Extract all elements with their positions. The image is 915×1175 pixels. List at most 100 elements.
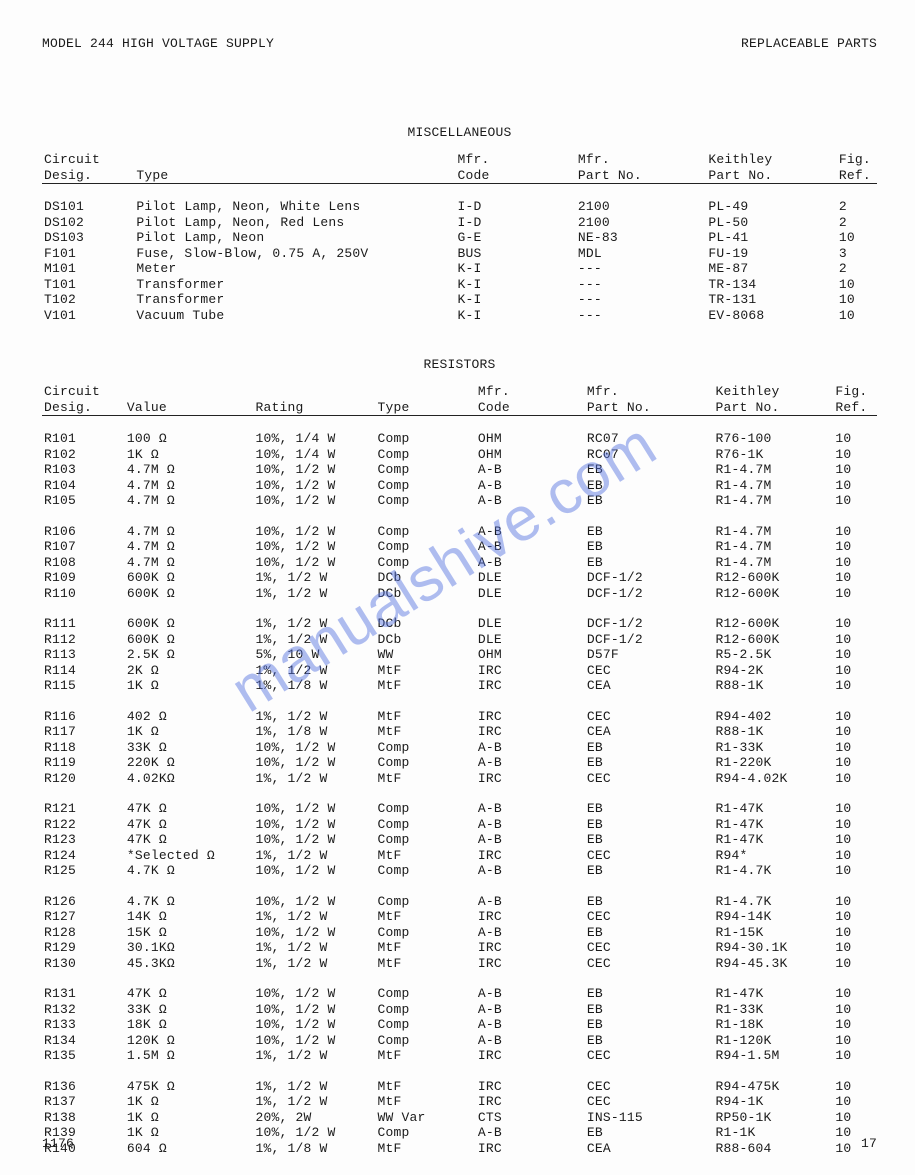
cell: R94-45.3K (713, 956, 833, 972)
cell: R110 (42, 586, 125, 602)
cell: CEC (585, 848, 714, 864)
cell: 10 (833, 1048, 877, 1064)
cell: EB (585, 894, 714, 910)
cell: R88-1K (713, 678, 833, 694)
cell: R124 (42, 848, 125, 864)
cell: MDL (576, 246, 706, 262)
cell: R113 (42, 647, 125, 663)
cell: Comp (376, 986, 476, 1002)
cell: 10%, 1/2 W (253, 478, 375, 494)
cell: 10 (833, 1017, 877, 1033)
cell: R130 (42, 956, 125, 972)
table-row: R1132.5K Ω5%, 10 WWWOHMD57FR5-2.5K10 (42, 647, 877, 663)
cell: 10 (837, 292, 877, 308)
cell: 47K Ω (125, 801, 254, 817)
cell: 10 (833, 755, 877, 771)
cell: DCb (376, 586, 476, 602)
table-row: T102TransformerK-I---TR-13110 (42, 292, 877, 308)
cell: WW Var (376, 1110, 476, 1126)
cell: R114 (42, 663, 125, 679)
table-row: R119220K Ω10%, 1/2 WCompA-BEBR1-220K10 (42, 755, 877, 771)
cell: 10 (833, 493, 877, 509)
cell: 1%, 1/2 W (253, 940, 375, 956)
cell: Comp (376, 493, 476, 509)
cell: DCb (376, 570, 476, 586)
cell: PL-50 (706, 215, 836, 231)
cell: Meter (134, 261, 455, 277)
header-right: REPLACEABLE PARTS (741, 36, 877, 51)
table-row: M101MeterK-I---ME-872 (42, 261, 877, 277)
cell: DCF-1/2 (585, 586, 714, 602)
col-type: Type (134, 152, 455, 184)
col-mfr-code: Mfr.Code (455, 152, 575, 184)
col-rating: Rating (253, 384, 375, 416)
cell: 47K Ω (125, 986, 254, 1002)
cell: R1-220K (713, 755, 833, 771)
cell: Comp (376, 832, 476, 848)
cell: A-B (476, 894, 585, 910)
cell: 10 (833, 1110, 877, 1126)
cell: DS101 (42, 199, 134, 215)
cell: R94* (713, 848, 833, 864)
table-row: R109600K Ω1%, 1/2 WDCbDLEDCF-1/2R12-600K… (42, 570, 877, 586)
cell: 10 (833, 555, 877, 571)
cell: R126 (42, 894, 125, 910)
cell: EB (585, 1017, 714, 1033)
cell: 10 (833, 632, 877, 648)
cell: I-D (455, 215, 575, 231)
cell: Comp (376, 894, 476, 910)
cell: 10 (833, 431, 877, 447)
cell: MtF (376, 678, 476, 694)
cell: A-B (476, 462, 585, 478)
cell: Comp (376, 524, 476, 540)
cell: A-B (476, 740, 585, 756)
cell: DCF-1/2 (585, 616, 714, 632)
cell: 4.02KΩ (125, 771, 254, 787)
cell: 600K Ω (125, 616, 254, 632)
col-desig: CircuitDesig. (42, 384, 125, 416)
cell: CEC (585, 1048, 714, 1064)
cell: CEC (585, 1094, 714, 1110)
cell: NE-83 (576, 230, 706, 246)
cell: R1-4.7M (713, 524, 833, 540)
cell: R102 (42, 447, 125, 463)
cell: 4.7M Ω (125, 478, 254, 494)
cell: EB (585, 1002, 714, 1018)
cell: 10%, 1/2 W (253, 1017, 375, 1033)
table-row: R13318K Ω10%, 1/2 WCompA-BEBR1-18K10 (42, 1017, 877, 1033)
cell: DLE (476, 616, 585, 632)
cell: IRC (476, 956, 585, 972)
table-row: DS101Pilot Lamp, Neon, White LensI-D2100… (42, 199, 877, 215)
table-row: R11833K Ω10%, 1/2 WCompA-BEBR1-33K10 (42, 740, 877, 756)
cell: 1%, 1/2 W (253, 909, 375, 925)
table-row: R110600K Ω1%, 1/2 WDCbDLEDCF-1/2R12-600K… (42, 586, 877, 602)
cell: IRC (476, 1048, 585, 1064)
cell: 47K Ω (125, 817, 254, 833)
misc-head: CircuitDesig. Type Mfr.Code Mfr.Part No.… (42, 152, 877, 184)
table-row: DS102Pilot Lamp, Neon, Red LensI-D2100PL… (42, 215, 877, 231)
cell: R104 (42, 478, 125, 494)
cell: R138 (42, 1110, 125, 1126)
cell: DLE (476, 586, 585, 602)
table-row: R1034.7M Ω10%, 1/2 WCompA-BEBR1-4.7M10 (42, 462, 877, 478)
cell: MtF (376, 724, 476, 740)
table-row: R13147K Ω10%, 1/2 WCompA-BEBR1-47K10 (42, 986, 877, 1002)
cell: IRC (476, 771, 585, 787)
col-fig: Fig.Ref. (833, 384, 877, 416)
cell: 10 (833, 771, 877, 787)
cell: MtF (376, 709, 476, 725)
cell: IRC (476, 678, 585, 694)
col-keithley: KeithleyPart No. (713, 384, 833, 416)
page-header: MODEL 244 HIGH VOLTAGE SUPPLY REPLACEABL… (42, 36, 877, 51)
cell: R12-600K (713, 570, 833, 586)
cell: R94-2K (713, 663, 833, 679)
table-row: R124*Selected Ω1%, 1/2 WMtFIRCCECR94*10 (42, 848, 877, 864)
cell: A-B (476, 832, 585, 848)
cell: R131 (42, 986, 125, 1002)
cell: DCb (376, 616, 476, 632)
cell: 14K Ω (125, 909, 254, 925)
cell: 10 (833, 1094, 877, 1110)
cell: 4.7K Ω (125, 894, 254, 910)
cell: 1.5M Ω (125, 1048, 254, 1064)
cell: 10 (833, 586, 877, 602)
